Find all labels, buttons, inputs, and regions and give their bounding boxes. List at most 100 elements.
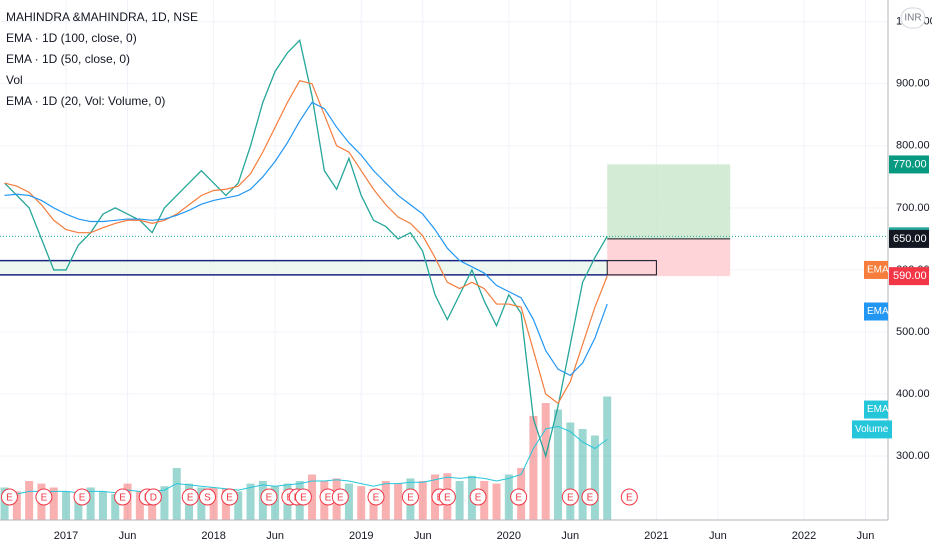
volume-bar — [209, 487, 218, 520]
price-badge-label: 590.00 — [893, 270, 927, 282]
event-marker — [367, 488, 385, 506]
volume-bar — [62, 491, 71, 520]
zone-fill — [0, 260, 657, 275]
legend-entry: EMA · 1D (50, close, 0) — [6, 52, 130, 66]
event-marker — [0, 488, 18, 506]
volume-bar — [554, 409, 563, 520]
ema-line — [4, 79, 608, 405]
volume-bar — [49, 487, 58, 520]
event-marker — [469, 488, 487, 506]
volume-bar — [529, 416, 538, 520]
x-tick-label: 2017 — [54, 530, 78, 542]
event-marker — [73, 488, 91, 506]
price-badge-label: 650.00 — [893, 233, 927, 245]
x-tick-label: Jun — [709, 530, 727, 542]
event-marker — [114, 488, 132, 506]
volume-bar — [25, 481, 34, 520]
volume-bar — [603, 396, 612, 520]
volume-bar — [246, 483, 255, 520]
volume-bar — [172, 468, 181, 520]
volume-bar — [357, 486, 366, 520]
currency-label: INR — [904, 13, 921, 24]
event-marker — [35, 488, 53, 506]
event-label: E — [337, 493, 344, 504]
event-label: E — [6, 493, 13, 504]
event-label: E — [226, 493, 233, 504]
series-badge — [852, 420, 892, 439]
x-tick-label: Jun — [561, 530, 579, 542]
series-badge-label: EMA — [867, 404, 889, 415]
volume-bar — [394, 483, 403, 520]
volume-bar — [455, 481, 464, 520]
event-marker — [294, 488, 312, 506]
event-marker — [221, 488, 239, 506]
event-label: E — [300, 493, 307, 504]
event-label: E — [325, 493, 332, 504]
event-marker — [144, 488, 162, 506]
volume-bar — [111, 494, 120, 520]
volume-bar — [135, 491, 144, 520]
event-label: E — [515, 493, 522, 504]
series-badge — [864, 302, 888, 321]
event-marker — [620, 488, 638, 506]
event-marker — [438, 488, 456, 506]
event-marker — [561, 488, 579, 506]
volume-bar — [98, 491, 107, 520]
x-tick-label: Jun — [266, 530, 284, 542]
event-marker — [198, 488, 216, 506]
event-label: E — [41, 493, 48, 504]
y-tick-label: 900.00 — [896, 78, 930, 90]
volume-bar — [504, 474, 513, 520]
event-label: E — [119, 493, 126, 504]
volume-bar — [566, 422, 575, 520]
volume-bar — [74, 494, 83, 520]
event-label: E — [567, 493, 574, 504]
volume-bar — [541, 403, 550, 520]
legend-entry: EMA · 1D (100, close, 0) — [6, 31, 137, 45]
x-tick-label: 2021 — [644, 530, 668, 542]
volume-bar — [344, 483, 353, 520]
chart-title: MAHINDRA &MAHINDRA, 1D, NSE — [6, 10, 198, 24]
price-badge — [889, 155, 929, 174]
event-label: E — [373, 493, 380, 504]
volume-bar — [160, 486, 169, 520]
volume-ema-line — [4, 425, 608, 495]
x-tick-label: 2019 — [349, 530, 373, 542]
event-label: E — [79, 493, 86, 504]
series-badge — [864, 260, 888, 279]
series-badge-label: EMA — [867, 265, 889, 276]
y-tick-label: 700.00 — [896, 202, 930, 214]
currency-badge[interactable] — [900, 7, 926, 29]
volume-bar — [590, 435, 599, 520]
series-badge-label: EMA — [867, 306, 889, 317]
price-badge — [889, 267, 929, 286]
box-outline — [606, 260, 657, 276]
event-marker — [331, 488, 349, 506]
event-label: E — [187, 493, 194, 504]
event-label: E — [587, 493, 594, 504]
x-tick-label: Jun — [857, 530, 875, 542]
volume-bar — [418, 481, 427, 520]
series-badge-label: Volume — [855, 424, 889, 435]
event-marker — [260, 488, 278, 506]
price-badge-label: 770.00 — [893, 158, 927, 170]
volume-bar — [271, 486, 280, 520]
stop-zone — [607, 238, 731, 277]
y-tick-label: 800.00 — [896, 140, 930, 152]
x-tick-label: Jun — [119, 530, 137, 542]
event-marker — [581, 488, 599, 506]
volume-bar — [381, 481, 390, 520]
volume-bar — [234, 491, 243, 520]
volume-bar — [578, 429, 587, 520]
event-marker — [401, 488, 419, 506]
series-badge — [864, 400, 888, 419]
x-tick-label: 2020 — [497, 530, 521, 542]
ema-line — [4, 101, 608, 377]
x-tick-label: 2022 — [792, 530, 816, 542]
legend-entry: Vol — [6, 73, 23, 87]
volume-bar — [492, 483, 501, 520]
y-tick-label: 400.00 — [896, 388, 930, 400]
volume-bar — [308, 474, 317, 520]
volume-bar — [197, 487, 206, 520]
